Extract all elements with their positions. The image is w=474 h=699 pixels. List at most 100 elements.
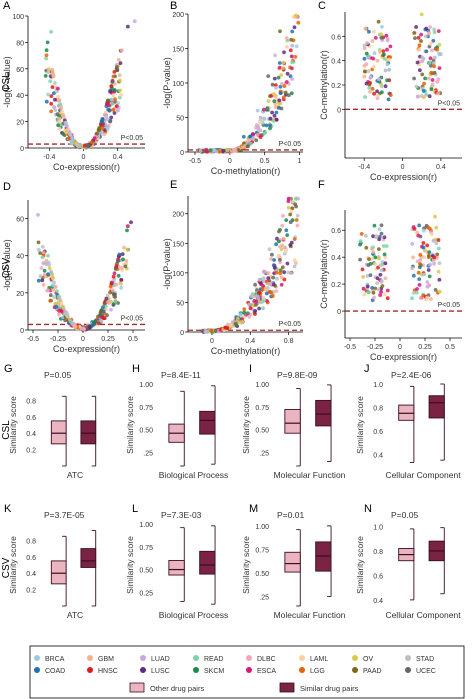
data-point: [411, 273, 416, 278]
data-point: [255, 108, 260, 113]
data-point: [419, 12, 424, 17]
x-tick-label: 0: [228, 158, 232, 165]
data-point: [245, 144, 250, 149]
data-point: [238, 312, 243, 317]
data-point: [288, 212, 293, 217]
legend-swatch-brca: [34, 655, 40, 661]
data-point: [258, 280, 263, 285]
data-point: [430, 78, 435, 82]
legend-swatch-hnsc: [87, 667, 93, 673]
data-point: [276, 75, 281, 80]
data-point: [437, 51, 442, 56]
y-tick-label: 0.2: [26, 448, 36, 455]
y-tick-label: 0.50: [139, 568, 153, 575]
data-point: [428, 262, 432, 267]
y-tick-label: 0.25: [139, 590, 153, 597]
data-point: [109, 307, 113, 312]
data-point: [111, 93, 116, 98]
data-point: [385, 62, 390, 67]
data-point: [273, 53, 277, 58]
data-point: [57, 297, 62, 302]
data-point: [416, 270, 421, 275]
data-point: [261, 306, 265, 311]
data-point: [66, 127, 70, 131]
legend-pair-label: Similar drug pairs: [300, 684, 359, 693]
data-point: [249, 294, 254, 298]
data-point: [277, 229, 281, 234]
data-point: [381, 244, 386, 248]
y-tick-label: 150: [172, 47, 184, 54]
data-point: [93, 320, 97, 324]
data-point: [379, 84, 384, 89]
data-point: [212, 148, 217, 153]
box-similar: [315, 399, 332, 427]
data-point: [361, 275, 365, 279]
p-value-title: P=0.05: [391, 510, 418, 520]
data-point: [53, 81, 57, 85]
legend-label-luad: LUAD: [151, 656, 170, 663]
data-point: [411, 255, 415, 260]
data-point: [242, 145, 247, 149]
panel-L: L P=7.3E-03 0.25 0.50 0.75 1.00 Similarity sco…: [125, 503, 228, 620]
data-point: [282, 277, 287, 282]
data-point: [280, 265, 285, 270]
data-point: [372, 51, 377, 56]
legend-label-brca: BRCA: [45, 656, 65, 663]
data-point: [428, 56, 433, 61]
data-point: [44, 48, 49, 53]
data-point: [117, 252, 122, 257]
data-point: [50, 85, 55, 89]
legend-label-stad: STAD: [416, 656, 434, 663]
data-point: [121, 257, 125, 262]
legend-pair-swatch: [279, 682, 295, 693]
data-point: [425, 285, 430, 289]
data-point: [388, 44, 393, 49]
data-point: [437, 42, 442, 47]
data-point: [360, 267, 365, 272]
data-point: [86, 143, 91, 148]
data-point: [418, 296, 423, 300]
data-point: [114, 104, 119, 108]
x-axis-label: Cellular Component: [385, 610, 461, 620]
data-point: [290, 199, 295, 204]
data-point: [374, 235, 379, 239]
panel-letter-C: C: [318, 0, 326, 12]
data-point: [362, 56, 367, 61]
data-point: [262, 107, 266, 112]
data-point: [377, 247, 381, 252]
data-point: [383, 276, 388, 281]
legend-swatch-skcm: [193, 667, 199, 673]
panel-letter-D: D: [3, 181, 11, 193]
data-point: [365, 284, 370, 289]
y-tick-label: 1.00: [255, 382, 269, 389]
data-point: [366, 263, 371, 267]
data-point: [247, 315, 252, 319]
data-point: [282, 84, 287, 88]
panel-A: A 0 20 40 60 80 100 -0.4 0 0.4 P<0.05 Co-expression…: [2, 0, 145, 172]
data-point: [57, 309, 61, 313]
data-point: [427, 226, 432, 231]
data-point: [268, 126, 272, 131]
data-point: [364, 234, 368, 238]
data-point: [289, 240, 294, 245]
data-point: [378, 263, 383, 268]
data-point: [424, 92, 429, 97]
data-point: [221, 149, 226, 154]
data-point: [436, 238, 441, 242]
data-point: [72, 324, 77, 329]
data-point: [53, 108, 58, 112]
panel-letter-M: M: [249, 503, 258, 515]
data-point: [436, 77, 441, 82]
data-point: [372, 223, 377, 228]
data-point: [245, 141, 250, 145]
data-point: [278, 29, 282, 34]
panel-C: C 0 0.2 0.4 0.6 -0.4 0 0.4 P<0.05 Co-expression(r…: [318, 0, 462, 182]
data-point: [271, 294, 275, 298]
data-point: [111, 274, 116, 279]
data-point: [71, 137, 75, 142]
data-point: [82, 327, 86, 332]
data-point: [208, 148, 213, 153]
data-point: [253, 282, 257, 287]
data-point: [52, 105, 56, 109]
y-tick-label: 0.4: [26, 571, 36, 578]
